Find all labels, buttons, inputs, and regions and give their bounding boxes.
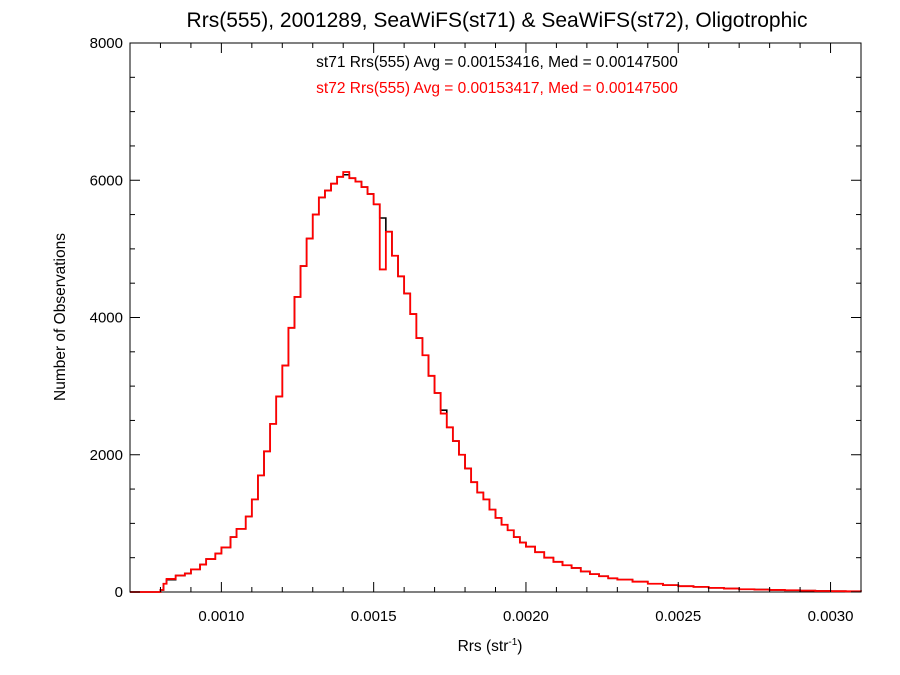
annotations: st71 Rrs(555) Avg = 0.00153416, Med = 0.… [316, 54, 678, 97]
series-layer [130, 171, 862, 593]
y-tick-label: 6000 [90, 172, 123, 189]
x-axis-label: Rrs (str-1) [458, 637, 523, 655]
series-2-line [130, 171, 862, 593]
x-tick-label: 0.0025 [655, 608, 701, 625]
x-tick-label: 0.0030 [808, 608, 854, 625]
chart-title: Rrs(555), 2001289, SeaWiFS(st71) & SeaWi… [187, 9, 808, 32]
x-axis-ticks: 0.0010 0.0015 0.0020 0.0025 0.0030 [129, 43, 862, 625]
x-tick-label: 0.0020 [503, 608, 549, 625]
annotation-2: st72 Rrs(555) Avg = 0.00153417, Med = 0.… [316, 80, 678, 97]
y-tick-label: 2000 [90, 447, 123, 464]
x-tick-label: 0.0010 [198, 608, 244, 625]
x-tick-label: 0.0015 [351, 608, 397, 625]
x-axis-label-main: Rrs (str [458, 638, 509, 655]
annotation-1: st71 Rrs(555) Avg = 0.00153416, Med = 0.… [316, 54, 678, 71]
y-tick-label: 8000 [90, 35, 123, 52]
x-axis-label-close: ) [517, 638, 522, 655]
y-tick-label: 4000 [90, 310, 123, 327]
y-axis-label: Number of Observations [52, 233, 69, 401]
x-axis-label-superscript: -1 [508, 637, 517, 648]
y-tick-label: 0 [115, 584, 123, 601]
y-axis-ticks: 0 2000 4000 6000 8000 [90, 35, 861, 601]
plot-area: 0.0010 0.0015 0.0020 0.0025 0.0030 0 2000 4000… [90, 35, 862, 625]
